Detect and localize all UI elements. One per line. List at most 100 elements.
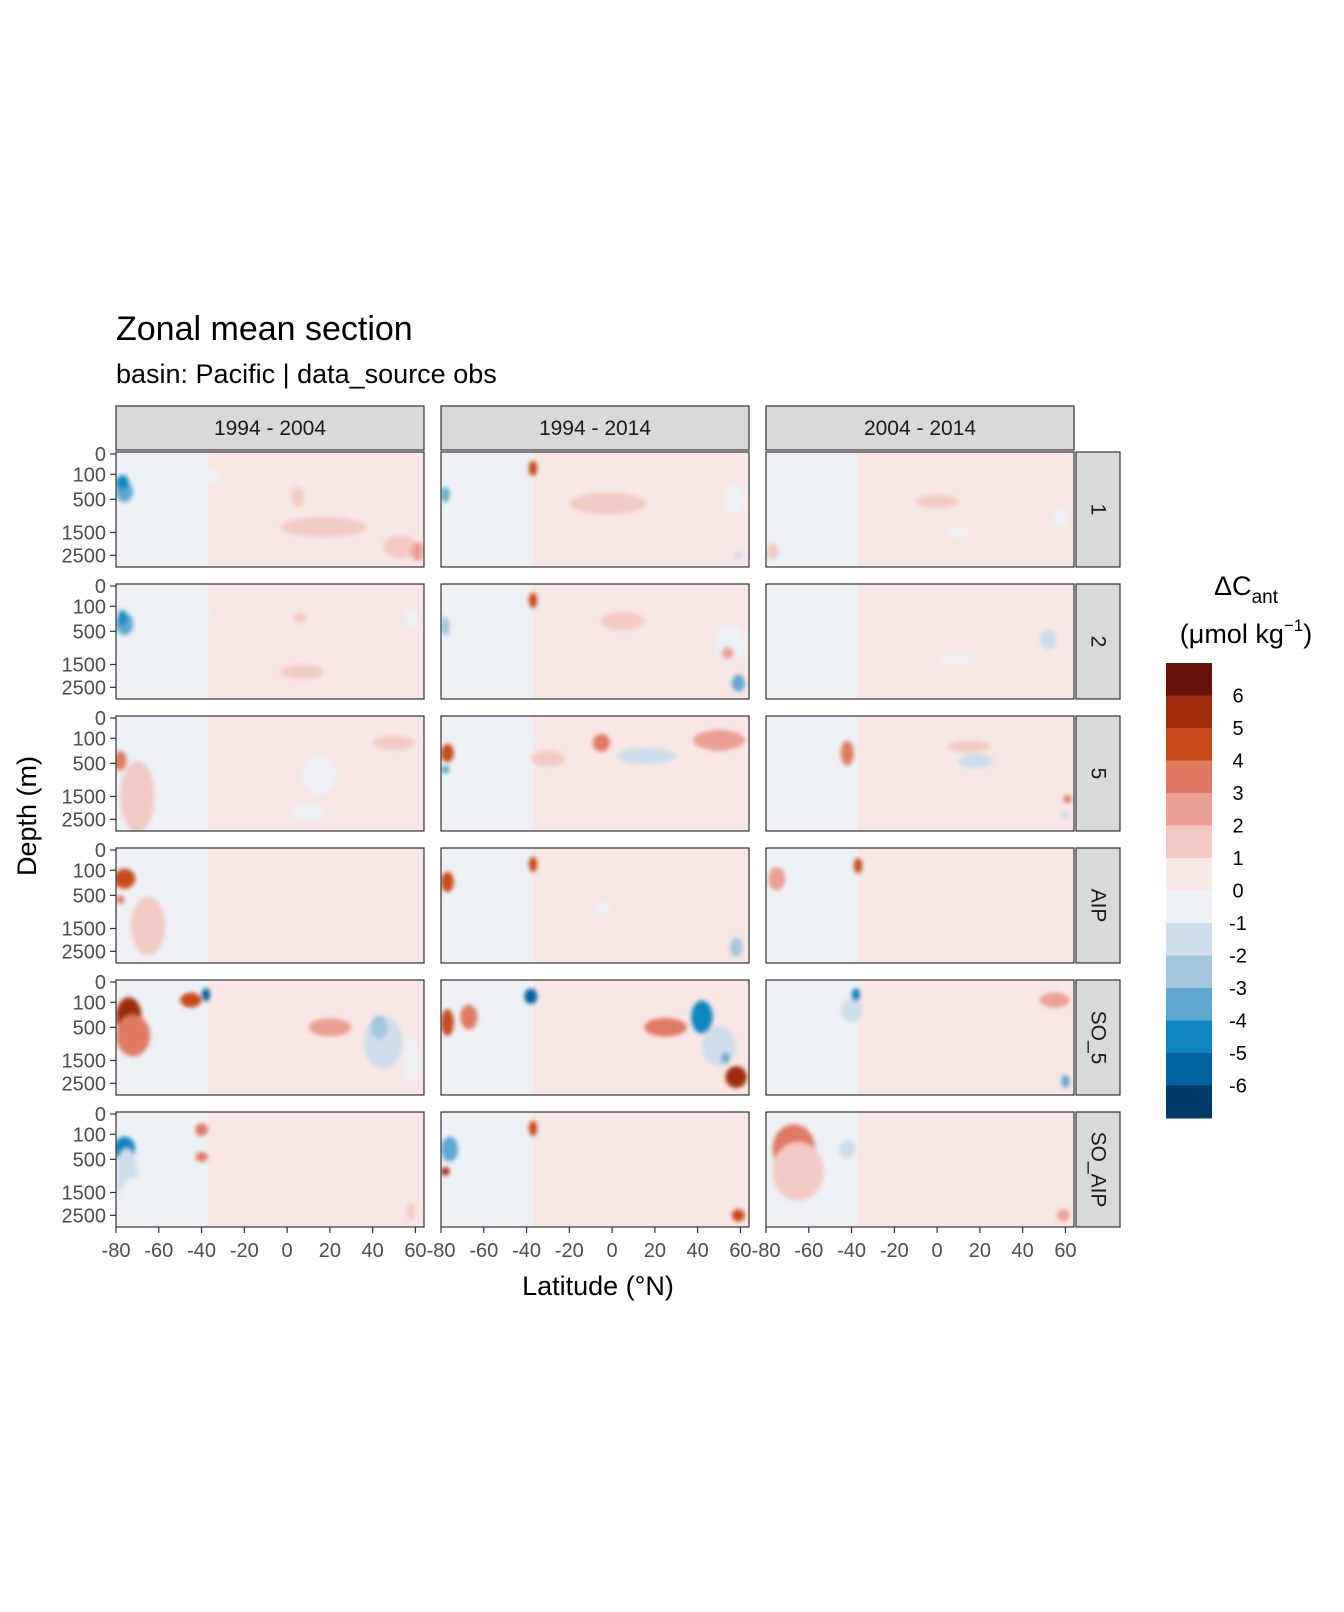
x-tick-label: 0 xyxy=(282,1240,293,1262)
panel-1-2004-2014 xyxy=(766,452,1074,567)
contour-patch xyxy=(1039,992,1070,1008)
row-strip-label: AIP xyxy=(1087,889,1110,923)
contour-patch xyxy=(693,729,745,751)
contour-patch xyxy=(1061,1075,1070,1088)
southern-ocean-band xyxy=(766,848,858,963)
row-strip xyxy=(1075,715,1121,832)
panel-border xyxy=(440,451,750,568)
y-axis-label: Depth (m) xyxy=(12,756,42,876)
legend-tick-label: 4 xyxy=(1232,751,1243,773)
legend-tick-label: 2 xyxy=(1232,816,1243,838)
x-tick-label: 20 xyxy=(644,1240,666,1262)
panel-SO_AIP-1994-2004 xyxy=(116,1112,424,1227)
contour-patch xyxy=(141,475,164,497)
panel-5-1994-2014 xyxy=(441,716,749,831)
contour-patch xyxy=(772,1142,824,1201)
southern-ocean-band xyxy=(441,716,533,831)
x-tick-label: -20 xyxy=(555,1240,584,1262)
contour-patch xyxy=(406,1202,416,1220)
contour-patch xyxy=(441,765,450,774)
contour-patch xyxy=(834,872,848,898)
y-tick-label: 2500 xyxy=(62,677,107,699)
legend-title: ΔCant xyxy=(1214,571,1279,608)
column-strip xyxy=(115,405,425,451)
panel-SO_5-1994-2014 xyxy=(441,980,749,1095)
tropical-band xyxy=(287,584,362,699)
column-strip xyxy=(440,405,750,451)
contour-field xyxy=(766,494,1068,560)
contour-patch xyxy=(776,609,790,644)
panel-border xyxy=(115,451,425,568)
contour-patch xyxy=(530,750,566,767)
contour-patch xyxy=(729,937,743,957)
tropical-band xyxy=(287,848,362,963)
contour-patch xyxy=(441,1136,459,1162)
x-tick-label: -20 xyxy=(880,1240,909,1262)
contour-patch xyxy=(492,1013,518,1050)
contour-patch xyxy=(701,1025,737,1067)
tropical-band xyxy=(612,980,687,1095)
tropical-band xyxy=(287,452,362,567)
contour-patch xyxy=(441,1167,450,1176)
contour-patch xyxy=(460,1004,478,1030)
panel-border xyxy=(765,979,1075,1096)
legend-tick-label: 0 xyxy=(1232,881,1243,903)
contour-patch xyxy=(1039,629,1057,650)
contour-patch xyxy=(853,858,863,874)
panel-SO_5-1994-2004 xyxy=(116,980,424,1095)
panel-1-1994-2014 xyxy=(441,452,749,567)
contour-field xyxy=(116,988,420,1083)
legend-unit-suffix: ) xyxy=(1303,619,1312,649)
x-tick-label: -60 xyxy=(469,1240,498,1262)
legend-color-step xyxy=(1166,1085,1212,1119)
x-tick-label: 20 xyxy=(969,1240,991,1262)
x-tick-label: -20 xyxy=(230,1240,259,1262)
x-tick-label: -60 xyxy=(144,1240,173,1262)
contour-patch xyxy=(1061,811,1070,820)
contour-field xyxy=(116,1123,416,1223)
legend-color-step xyxy=(1166,760,1212,794)
contour-field xyxy=(840,740,1072,820)
legend-color-step xyxy=(1166,1053,1212,1086)
panel-2-1994-2004 xyxy=(116,584,424,699)
contour-patch xyxy=(524,988,538,1004)
contour-patch xyxy=(768,866,786,891)
contour-patch xyxy=(840,998,863,1023)
y-tick-label: 0 xyxy=(95,972,106,994)
panel-border xyxy=(115,583,425,700)
contour-patch xyxy=(402,1038,420,1083)
contour-patch xyxy=(766,542,779,560)
panel-border xyxy=(765,1111,1075,1228)
panel-SO_AIP-2004-2014 xyxy=(766,1112,1074,1227)
row-strip-label: 5 xyxy=(1087,768,1110,780)
legend-color-step xyxy=(1166,890,1212,924)
panel-border xyxy=(115,715,425,832)
tropical-band xyxy=(937,584,1012,699)
legend-color-step xyxy=(1166,663,1212,696)
legend: ΔCant (μmol kg−1) 6 5 4 3 2 1 0 -1 -2 -3 -4 -5 -6 xyxy=(1166,571,1312,1119)
contour-patch xyxy=(116,895,125,904)
legend-title-sub: ant xyxy=(1252,587,1279,608)
contour-patch xyxy=(383,535,418,559)
contour-patch xyxy=(141,607,168,629)
y-tick-label: 500 xyxy=(73,489,106,511)
y-tick-label: 0 xyxy=(95,708,106,730)
row-strip-label: SO_5 xyxy=(1087,1011,1110,1065)
row-strip xyxy=(1075,847,1121,964)
row-strip xyxy=(1075,583,1121,700)
contour-field xyxy=(776,609,1057,664)
contour-field xyxy=(768,858,863,898)
y-tick-label: 1500 xyxy=(62,786,107,808)
panel-5-2004-2014 xyxy=(766,716,1074,831)
contour-patch xyxy=(370,1015,388,1040)
legend-tick-label: 5 xyxy=(1232,718,1243,740)
legend-unit-prefix: (μmol kg xyxy=(1180,619,1284,649)
y-tick-label: 1500 xyxy=(62,918,107,940)
contour-patch xyxy=(195,1152,208,1162)
contour-patch xyxy=(118,610,127,626)
y-tick-label: 1500 xyxy=(62,522,107,544)
southern-ocean-band xyxy=(441,584,533,699)
contour-patch xyxy=(915,494,959,509)
contour-patch xyxy=(691,1000,713,1034)
contour-field xyxy=(441,729,745,774)
